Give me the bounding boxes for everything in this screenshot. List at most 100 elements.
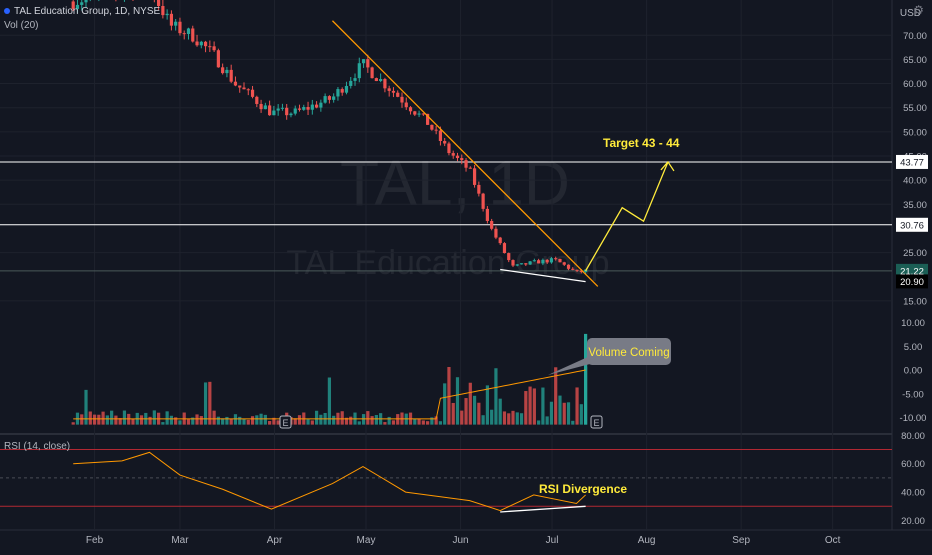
volume-bar bbox=[118, 418, 122, 425]
candle-body bbox=[387, 88, 391, 91]
candle-body bbox=[579, 270, 583, 272]
level-mid-tag-bg bbox=[896, 217, 928, 232]
candle-body bbox=[366, 59, 370, 68]
volume-legend[interactable]: Vol (20) bbox=[4, 20, 39, 31]
candle-body bbox=[242, 87, 246, 90]
earnings-marker-1[interactable]: E bbox=[279, 415, 292, 429]
volume-bar bbox=[515, 412, 519, 425]
candle-body bbox=[71, 1, 75, 9]
volume-bar bbox=[485, 385, 489, 425]
volume-bar bbox=[105, 415, 109, 425]
candle-body bbox=[408, 107, 413, 112]
volume-bar bbox=[131, 418, 135, 425]
level-high-tag-bg bbox=[896, 154, 928, 169]
volume-bar bbox=[314, 410, 319, 425]
volume-bar bbox=[494, 368, 498, 425]
candle-body bbox=[511, 260, 515, 266]
candle-body bbox=[485, 208, 489, 221]
candle-body bbox=[353, 78, 357, 81]
volume-bar bbox=[199, 416, 203, 425]
candle-body bbox=[447, 143, 451, 154]
settings-icon[interactable]: ⚙ bbox=[913, 3, 924, 17]
x-tick-label: Sep bbox=[732, 535, 750, 546]
volume-bar bbox=[246, 419, 250, 425]
volume-bar bbox=[507, 413, 511, 425]
volume-bar bbox=[528, 386, 532, 425]
volume-bar bbox=[511, 410, 515, 425]
candle-body bbox=[349, 80, 353, 86]
volume-bar bbox=[532, 388, 536, 425]
volume-bar bbox=[101, 411, 105, 425]
candle-body bbox=[404, 102, 408, 108]
earnings-marker-2[interactable]: E bbox=[590, 415, 603, 429]
volume-bar bbox=[122, 410, 127, 425]
volume-bar bbox=[366, 411, 370, 425]
volume-bar bbox=[186, 419, 191, 425]
x-tick-label: Mar bbox=[171, 535, 189, 546]
candle-body bbox=[490, 220, 494, 229]
volume-bar bbox=[519, 413, 524, 425]
candle-body bbox=[233, 81, 238, 86]
currency-label[interactable]: USD bbox=[899, 8, 921, 19]
x-tick-label: May bbox=[357, 535, 376, 546]
x-tick-label: Feb bbox=[86, 535, 104, 546]
x-tick-label: Jun bbox=[452, 535, 468, 546]
volume-bar bbox=[438, 421, 443, 425]
candle-body bbox=[229, 69, 233, 82]
volume-moving-average-line bbox=[73, 369, 586, 420]
candle-body bbox=[289, 113, 293, 116]
volume-tick-label: -5.00 bbox=[902, 389, 924, 400]
volume-callout: Volume Coming bbox=[548, 338, 671, 375]
rsi-divergence-line[interactable] bbox=[500, 505, 586, 513]
candle-body bbox=[208, 46, 212, 48]
candle-body bbox=[549, 258, 554, 263]
volume-bar bbox=[417, 418, 421, 425]
volume-bar bbox=[165, 411, 169, 425]
projection-arrowhead bbox=[660, 160, 675, 172]
volume-bar bbox=[344, 417, 349, 425]
candle-body bbox=[323, 96, 327, 103]
candle-body bbox=[285, 107, 289, 116]
volume-bar bbox=[472, 395, 477, 425]
svg-text:E: E bbox=[593, 418, 599, 428]
candle-body bbox=[545, 259, 549, 263]
volume-bar bbox=[238, 416, 242, 425]
volume-bar bbox=[229, 419, 233, 425]
support-line[interactable] bbox=[500, 268, 586, 283]
candle-body bbox=[272, 110, 276, 116]
candle-body bbox=[212, 46, 216, 51]
candle-body bbox=[537, 260, 541, 264]
volume-bar bbox=[549, 401, 554, 425]
y-tick-label: 15.00 bbox=[903, 296, 927, 307]
candle-body bbox=[528, 261, 532, 265]
y-tick-label: 60.00 bbox=[903, 79, 927, 90]
watermark-company: TAL Education Group bbox=[286, 244, 609, 282]
volume-bar bbox=[447, 366, 451, 425]
volume-bar bbox=[451, 402, 455, 425]
x-tick-label: Aug bbox=[638, 535, 656, 546]
level-mid-tag: 30.76 bbox=[900, 220, 924, 231]
downtrend-line[interactable] bbox=[331, 20, 599, 287]
volume-bar bbox=[216, 416, 220, 425]
candle-body bbox=[566, 264, 571, 269]
rsi-legend[interactable]: RSI (14, close) bbox=[4, 441, 71, 452]
volume-bar bbox=[195, 414, 199, 425]
volume-bar bbox=[498, 398, 502, 425]
candle-body bbox=[361, 59, 366, 64]
projection-path[interactable] bbox=[585, 161, 669, 272]
volume-bar bbox=[455, 377, 460, 425]
x-tick-label: Oct bbox=[825, 535, 841, 546]
volume-bar bbox=[370, 416, 374, 425]
candle-body bbox=[455, 155, 460, 159]
volume-bar bbox=[319, 414, 323, 425]
volume-bar bbox=[250, 416, 255, 425]
symbol-line: TAL Education Group, 1D, NYSE bbox=[14, 6, 161, 17]
volume-bar bbox=[383, 422, 387, 425]
symbol-legend[interactable]: TAL Education Group, 1D, NYSE bbox=[4, 6, 160, 17]
candle-body bbox=[481, 193, 485, 209]
volume-bar bbox=[575, 387, 579, 425]
y-tick-label: 50.00 bbox=[903, 127, 927, 138]
candle-body bbox=[225, 69, 229, 74]
